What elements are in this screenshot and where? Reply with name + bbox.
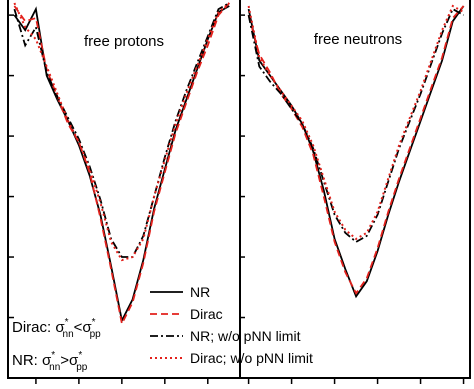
subscript: pp: [76, 362, 88, 373]
subscript: pp: [90, 329, 102, 340]
annotation-text: <σ: [74, 319, 93, 336]
subscript: nn: [49, 362, 60, 373]
frame: [7, 0, 471, 379]
plot-area: [247, 4, 465, 299]
panel-label: free protons: [84, 33, 164, 50]
subscript: nn: [63, 329, 74, 340]
superscript: *: [92, 317, 96, 328]
series-line: [13, 2, 230, 327]
series-line: [247, 5, 465, 296]
series-line: [13, 2, 230, 262]
annotation-text: >σ: [60, 352, 79, 369]
annotation-text: NR: σ: [12, 352, 52, 369]
annotation: NR: σ* nn>σ* pp: [12, 350, 88, 373]
superscript: *: [51, 350, 55, 361]
panel: free neutrons: [240, 4, 465, 384]
panel: free protons NR Dirac NR; w/o pNN limit Dira…: [8, 2, 313, 384]
superscript: *: [65, 317, 69, 328]
plot-area: [13, 2, 230, 327]
series-line: [247, 4, 465, 241]
series-line: [13, 2, 230, 258]
superscript: *: [78, 350, 82, 361]
legend-label: NR; w/o pNN limit: [190, 328, 301, 344]
series-line: [13, 5, 230, 324]
series-line: [247, 5, 465, 299]
legend-label: Dirac; w/o pNN limit: [190, 350, 313, 366]
legend-label: Dirac: [190, 306, 223, 322]
panel-label: free neutrons: [314, 31, 402, 48]
legend-label: NR: [190, 284, 210, 300]
annotation-text: Dirac: σ: [12, 319, 65, 336]
annotation: Dirac: σ* nn<σ* pp: [12, 317, 101, 340]
